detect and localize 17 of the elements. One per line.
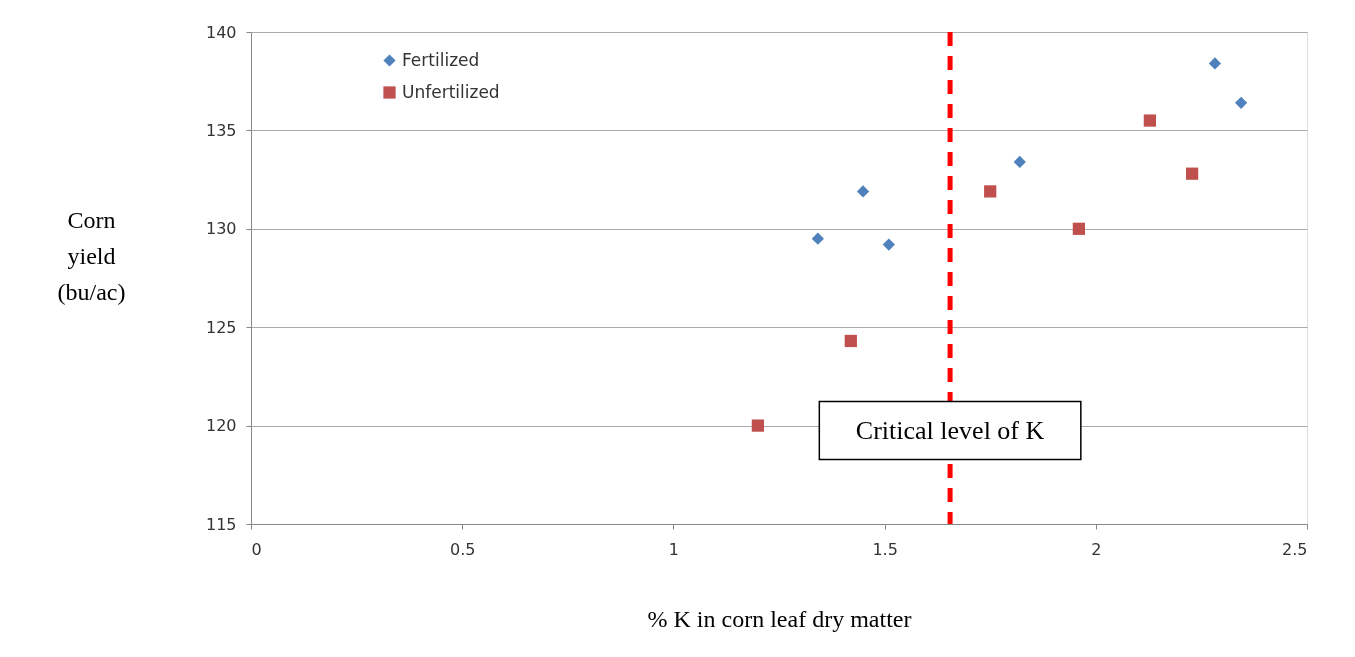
y-tick-label: 135 xyxy=(205,120,237,140)
x-tick-label: 2.5 xyxy=(1282,539,1308,559)
y-tick-label: 125 xyxy=(205,317,237,337)
y-axis-title: Corn yield (bu/ac) xyxy=(57,206,126,305)
y-tick-label: 130 xyxy=(205,219,237,239)
x-tick-label: 1.5 xyxy=(872,539,898,559)
x-tick-label: 0.5 xyxy=(449,539,476,559)
legend-label: Fertilized xyxy=(402,49,480,70)
y-tick-label: 115 xyxy=(205,514,237,534)
y-tick-label: 140 xyxy=(205,22,237,42)
y-tick-label: 120 xyxy=(205,416,237,436)
x-tick-label: 2 xyxy=(1091,539,1102,559)
legend-label: Unfertilized xyxy=(402,81,500,102)
ref-line-label: Critical level of K xyxy=(855,415,1045,445)
x-tick-label: 1 xyxy=(668,539,679,559)
x-tick-label: 0 xyxy=(251,539,262,559)
x-axis-title: % K in corn leaf dry matter xyxy=(647,605,912,632)
